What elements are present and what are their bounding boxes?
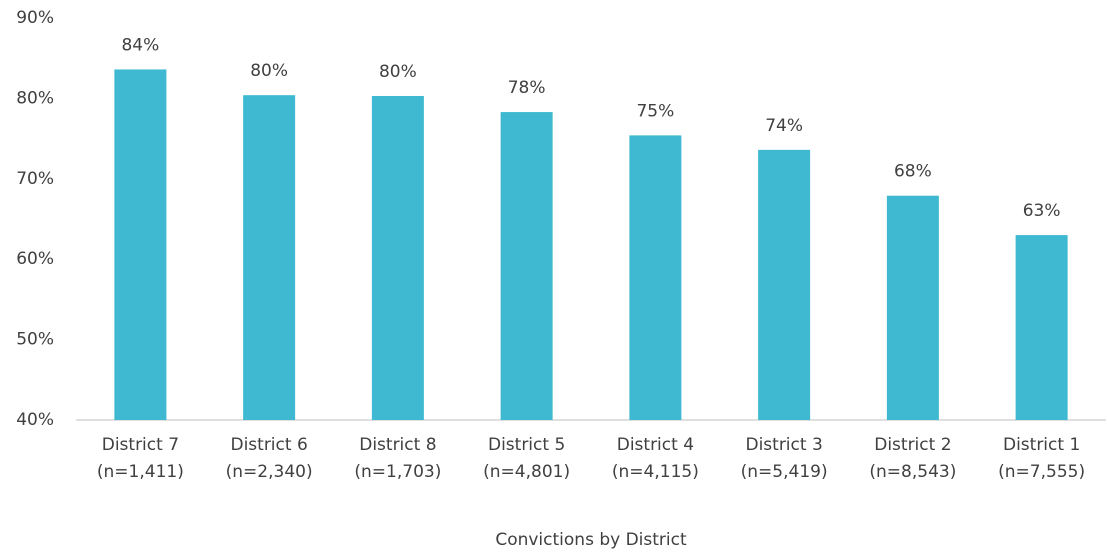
x-tick-label: (n=8,543) bbox=[869, 462, 956, 482]
x-tick-label: District 8 bbox=[359, 435, 436, 455]
y-tick-label: 50% bbox=[16, 330, 54, 350]
x-tick-label: District 6 bbox=[230, 435, 307, 455]
x-tick-label: District 5 bbox=[488, 435, 565, 455]
bar bbox=[629, 135, 682, 420]
x-tick-label: District 7 bbox=[102, 435, 179, 455]
data-label: 80% bbox=[250, 61, 288, 81]
bar bbox=[371, 95, 424, 420]
data-label: 78% bbox=[508, 78, 546, 98]
x-tick-label: (n=4,115) bbox=[612, 462, 699, 482]
x-tick-label: District 4 bbox=[617, 435, 694, 455]
data-label: 63% bbox=[1023, 201, 1061, 221]
y-tick-label: 60% bbox=[16, 249, 54, 269]
bar bbox=[1015, 235, 1068, 420]
y-tick-label: 90% bbox=[16, 8, 54, 28]
data-label: 75% bbox=[636, 101, 674, 121]
bar bbox=[500, 112, 553, 421]
x-tick-label: (n=1,703) bbox=[354, 462, 441, 482]
x-axis-label: Convictions by District bbox=[495, 530, 687, 550]
bar bbox=[758, 149, 811, 420]
x-tick-label: (n=4,801) bbox=[483, 462, 570, 482]
x-tick-label: District 2 bbox=[874, 435, 951, 455]
x-tick-label: (n=2,340) bbox=[226, 462, 313, 482]
bar bbox=[114, 69, 167, 421]
data-label: 80% bbox=[379, 62, 417, 82]
bar bbox=[886, 195, 939, 420]
x-tick-label: District 1 bbox=[1003, 435, 1080, 455]
bar bbox=[243, 95, 296, 421]
x-tick-label: (n=7,555) bbox=[998, 462, 1085, 482]
x-tick-label: (n=1,411) bbox=[97, 462, 184, 482]
data-label: 68% bbox=[894, 162, 932, 182]
x-tick-label: (n=5,419) bbox=[741, 462, 828, 482]
y-tick-label: 80% bbox=[16, 88, 54, 108]
x-tick-label: District 3 bbox=[745, 435, 822, 455]
data-label: 84% bbox=[121, 35, 159, 55]
y-tick-label: 70% bbox=[16, 169, 54, 189]
y-tick-label: 40% bbox=[16, 410, 54, 430]
data-label: 74% bbox=[765, 116, 803, 136]
